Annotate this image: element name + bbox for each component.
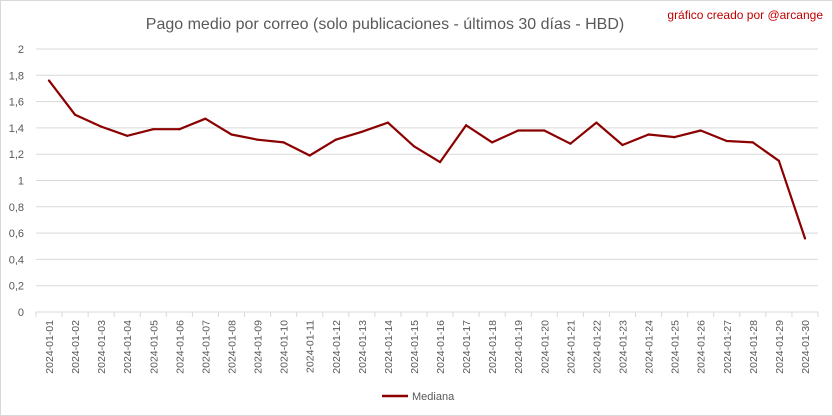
x-tick-label: 2024-01-05 (148, 320, 160, 374)
x-tick-label: 2024-01-24 (644, 320, 656, 374)
data-point (803, 237, 807, 240)
x-tick-label: 2024-01-08 (227, 320, 239, 374)
data-point (256, 138, 259, 141)
x-tick-label: 2024-01-30 (800, 320, 812, 374)
x-tick-label: 2024-01-10 (279, 320, 291, 374)
y-tick-label: 0,8 (9, 202, 24, 214)
x-tick-label: 2024-01-15 (409, 320, 421, 374)
x-tick-label: 2024-01-16 (435, 320, 447, 374)
data-point (751, 141, 754, 144)
x-tick-label: 2024-01-27 (722, 320, 734, 374)
x-tick-label: 2024-01-29 (774, 320, 786, 374)
y-tick-label: 0,6 (9, 228, 24, 240)
data-point (543, 129, 546, 132)
legend: Mediana (382, 391, 455, 403)
x-tick-label: 2024-01-20 (539, 320, 551, 374)
x-tick-label: 2024-01-02 (70, 320, 82, 374)
y-tick-label: 0 (18, 307, 24, 319)
data-point (100, 125, 103, 128)
data-point (412, 145, 416, 148)
chart-title: Pago medio por correo (solo publicacione… (146, 16, 624, 33)
x-tick-label: 2024-01-17 (461, 320, 473, 374)
data-point (777, 159, 781, 162)
x-tick-label: 2024-01-28 (748, 320, 760, 374)
data-point (438, 160, 442, 164)
y-tick-label: 0,2 (9, 281, 24, 293)
x-tick-label: 2024-01-06 (174, 320, 186, 374)
x-tick-label: 2024-01-01 (44, 320, 56, 374)
data-point (465, 124, 468, 127)
data-point (569, 142, 572, 145)
data-point (517, 129, 520, 132)
series-layer (47, 79, 807, 240)
x-tick-label: 2024-01-14 (383, 320, 395, 374)
y-axis: 0 0,2 0,4 0,6 0,8 1 1,2 1,4 1,6 1,8 2 (9, 44, 24, 319)
data-point (621, 143, 624, 147)
data-point (47, 79, 51, 82)
y-tick-label: 1 (18, 176, 24, 188)
data-point (725, 139, 728, 143)
data-point (334, 138, 337, 141)
x-tick-label: 2024-01-22 (591, 320, 603, 374)
data-point (126, 134, 129, 137)
data-point (178, 128, 181, 131)
data-point (360, 130, 363, 133)
data-point (152, 128, 155, 131)
x-tick-label: 2024-01-26 (696, 320, 708, 374)
data-point (647, 133, 650, 136)
chart-credit: gráfico creado por @arcange (667, 8, 823, 22)
data-point (230, 133, 233, 136)
x-tick-label: 2024-01-21 (565, 320, 577, 374)
x-tick-label: 2024-01-12 (331, 320, 343, 374)
y-tick-label: 2 (18, 44, 24, 56)
data-point (386, 121, 389, 124)
data-point (308, 154, 311, 157)
x-tick-label: 2024-01-07 (200, 320, 212, 374)
y-tick-label: 0,4 (9, 254, 24, 266)
x-tick-label: 2024-01-04 (122, 320, 134, 374)
legend-label: Mediana (412, 391, 455, 403)
data-point (491, 141, 494, 144)
data-point (595, 121, 598, 124)
x-axis: 2024-01-01 2024-01-02 2024-01-03 2024-01-04… (35, 312, 819, 374)
series-line-mediana (47, 79, 807, 240)
data-point (282, 141, 285, 144)
data-point (74, 113, 77, 116)
y-tick-label: 1,6 (9, 97, 24, 109)
x-tick-label: 2024-01-03 (96, 320, 108, 374)
x-tick-label: 2024-01-23 (618, 320, 630, 374)
x-tick-label: 2024-01-19 (513, 320, 525, 374)
y-tick-label: 1,2 (9, 149, 24, 161)
x-tick-label: 2024-01-13 (357, 320, 369, 374)
x-tick-label: 2024-01-09 (253, 320, 265, 374)
data-point (204, 117, 207, 120)
data-point (673, 136, 676, 139)
data-point (699, 129, 702, 132)
x-tick-label: 2024-01-18 (487, 320, 499, 374)
x-tick-label: 2024-01-11 (305, 320, 317, 373)
y-tick-label: 1,4 (9, 123, 24, 135)
y-tick-label: 1,8 (9, 70, 24, 82)
x-tick-label: 2024-01-25 (670, 320, 682, 374)
